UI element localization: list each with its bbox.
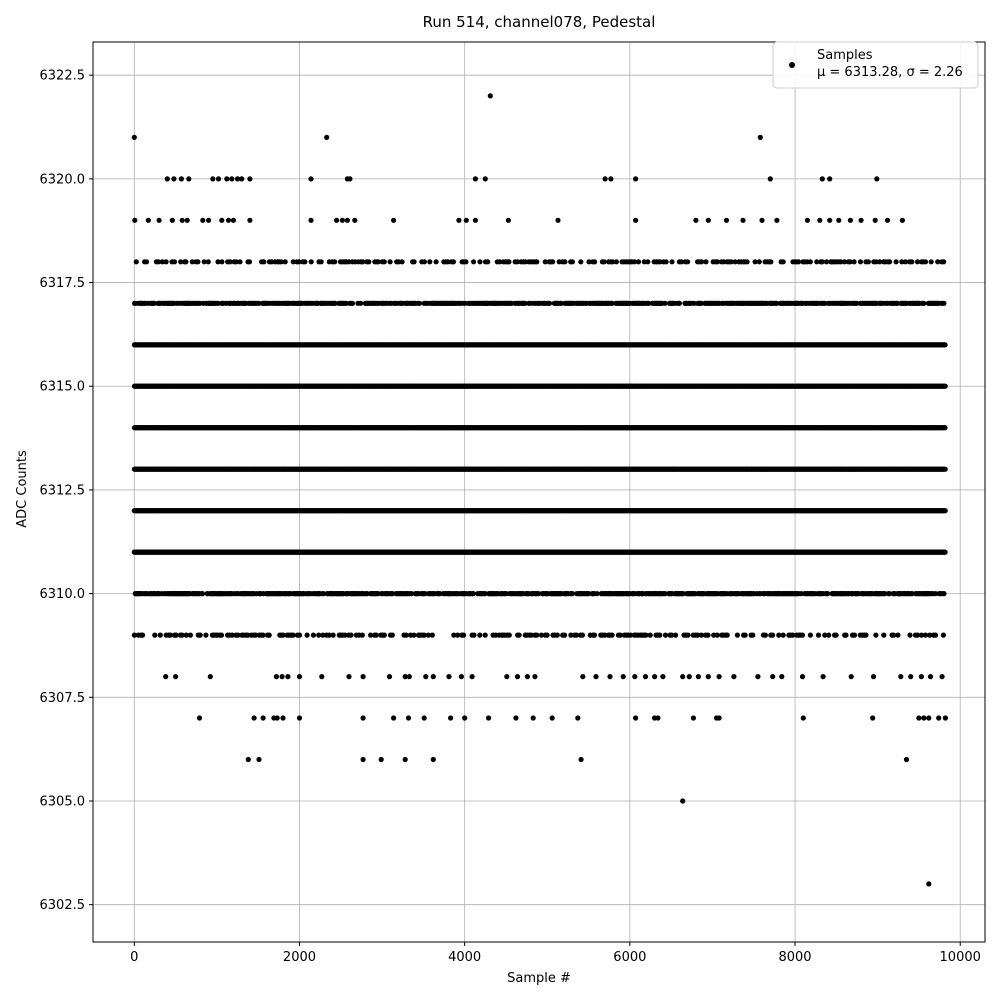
data-point [422, 591, 428, 597]
data-point [408, 591, 414, 597]
data-point [320, 591, 326, 597]
data-point [942, 549, 948, 555]
data-point [680, 591, 686, 597]
chart-title: Run 514, channel078, Pedestal [423, 13, 656, 31]
data-point [882, 591, 888, 597]
data-point [942, 466, 948, 472]
data-point [389, 591, 395, 597]
data-point [941, 591, 947, 597]
data-point [942, 508, 948, 514]
data-point [536, 591, 542, 597]
data-point [586, 591, 592, 597]
data-point [886, 591, 892, 597]
data-point [798, 591, 804, 597]
data-point [594, 591, 600, 597]
data-point [437, 591, 443, 597]
data-points [131, 93, 949, 887]
data-point [569, 591, 576, 597]
data-point [662, 591, 668, 597]
data-point [470, 591, 476, 597]
data-point [933, 591, 939, 597]
data-point [482, 591, 488, 597]
data-point [825, 591, 831, 597]
data-point [199, 591, 206, 597]
data-point [909, 591, 915, 597]
